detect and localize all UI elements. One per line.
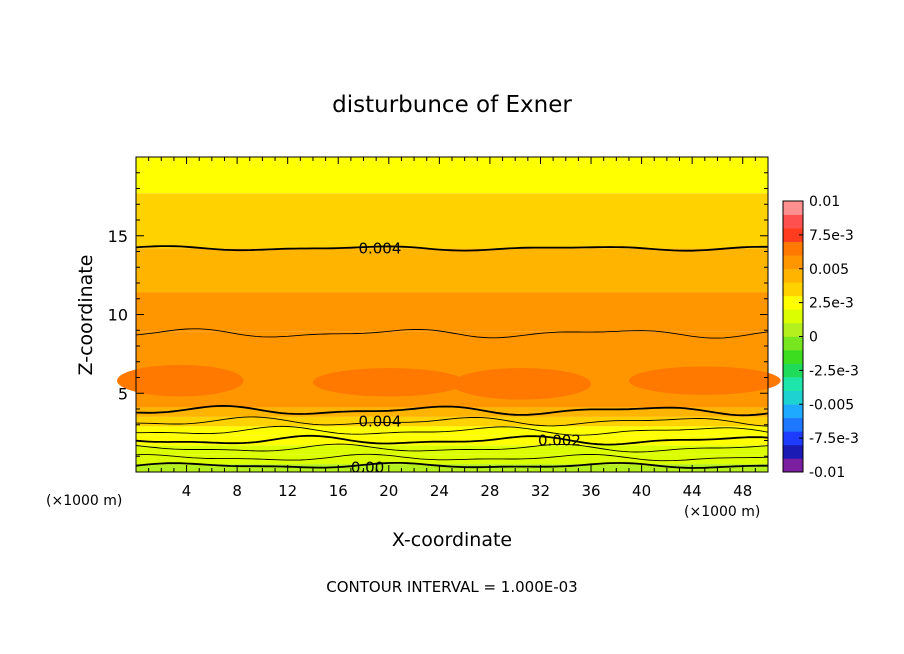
x-tick-label: 20 [379,482,398,500]
colorbar-segment [783,363,803,378]
plot-fill [117,157,781,472]
contour-line [135,416,769,427]
colorbar-segment [783,336,803,351]
contour-label: 0.004 [358,413,401,431]
x-tick-label: 4 [182,482,192,500]
contour-band [136,292,768,332]
colorbar-label: -0.005 [809,397,854,413]
contour-line [135,245,768,252]
y-axis-label: Z-coordinate [75,255,97,376]
contour-line [135,453,769,462]
y-ticks: 5 10 15 [108,172,768,457]
colorbar-label: 0.01 [809,194,840,210]
contour-line [136,425,769,436]
contour-line [135,462,768,469]
colorbar-segment [783,295,803,310]
colorbar-segment [783,444,803,459]
colorbar-label: 2.5e-3 [809,296,854,312]
colorbar-label: -0.01 [809,465,845,481]
contour-band [136,157,768,194]
contour-label: 0.00 [351,458,384,476]
contour-blob [628,366,781,395]
x-tick-label: 36 [581,482,600,500]
colorbar-segment [783,390,803,405]
colorbar-segment [783,201,803,215]
colorbar-segment [783,214,803,229]
x-tick-label: 32 [531,482,550,500]
colorbar-segment [783,404,803,419]
contour-blob [452,368,592,400]
x-tick-label: 28 [480,482,499,500]
y-tick-label: 15 [108,227,128,246]
colorbar-segment [783,241,803,256]
x-tick-label: 48 [733,482,752,500]
contour-line [135,328,769,339]
chart-title: disturbunce of Exner [332,92,572,118]
contour-band [136,407,768,417]
x-tick-label: 40 [632,482,651,500]
colorbar-label: -2.5e-3 [809,363,859,379]
colorbar-segment [783,417,803,432]
colorbar-label: 0.005 [809,262,849,278]
contour-band [136,435,768,446]
x-tick-label: 8 [232,482,242,500]
colorbar-segment [783,350,803,364]
colorbar-segment [783,282,803,297]
colorbar-segment [783,458,803,473]
x-unit-right: (×1000 m) [684,504,760,520]
x-tick-label: 16 [329,482,348,500]
contour-band [136,193,768,249]
colorbar-segment [783,322,803,337]
x-tick-label: 24 [430,482,449,500]
x-tick-label: 12 [278,482,297,500]
contour-label: 0.004 [358,239,401,257]
colorbar-segment [783,228,803,242]
colorbar-segment [783,309,803,324]
x-tick-label: 44 [683,482,702,500]
contour-line [135,404,769,417]
colorbar-segment [783,268,803,283]
contour-band [136,416,768,427]
contour-label: 0.002 [538,432,581,450]
x-axis-label: X-coordinate [392,529,512,551]
x-unit-left: (×1000 m) [46,493,122,509]
contour-band [136,248,768,293]
contour-interval-note: CONTOUR INTERVAL = 1.000E-03 [326,578,577,596]
colorbar-label: 0 [809,330,818,346]
colorbar-label: -7.5e-3 [809,431,859,447]
contour-blob [312,368,465,397]
y-tick-label: 5 [118,384,128,403]
colorbar: 0.01 7.5e-3 0.005 2.5e-3 0 -2.5e-3 -0.005 -7.5e… [782,194,859,481]
contour-blob [117,364,244,397]
colorbar-segment [783,255,803,270]
contour-lines [135,245,769,469]
contour-line [135,434,769,446]
colorbar-segment [783,377,803,391]
colorbar-segment [783,431,803,446]
x-ticks: 4 8 12 16 20 24 28 32 36 40 44 48 [148,157,756,500]
y-tick-label: 10 [108,306,128,325]
contour-line [135,443,769,453]
colorbar-label: 7.5e-3 [809,228,854,244]
